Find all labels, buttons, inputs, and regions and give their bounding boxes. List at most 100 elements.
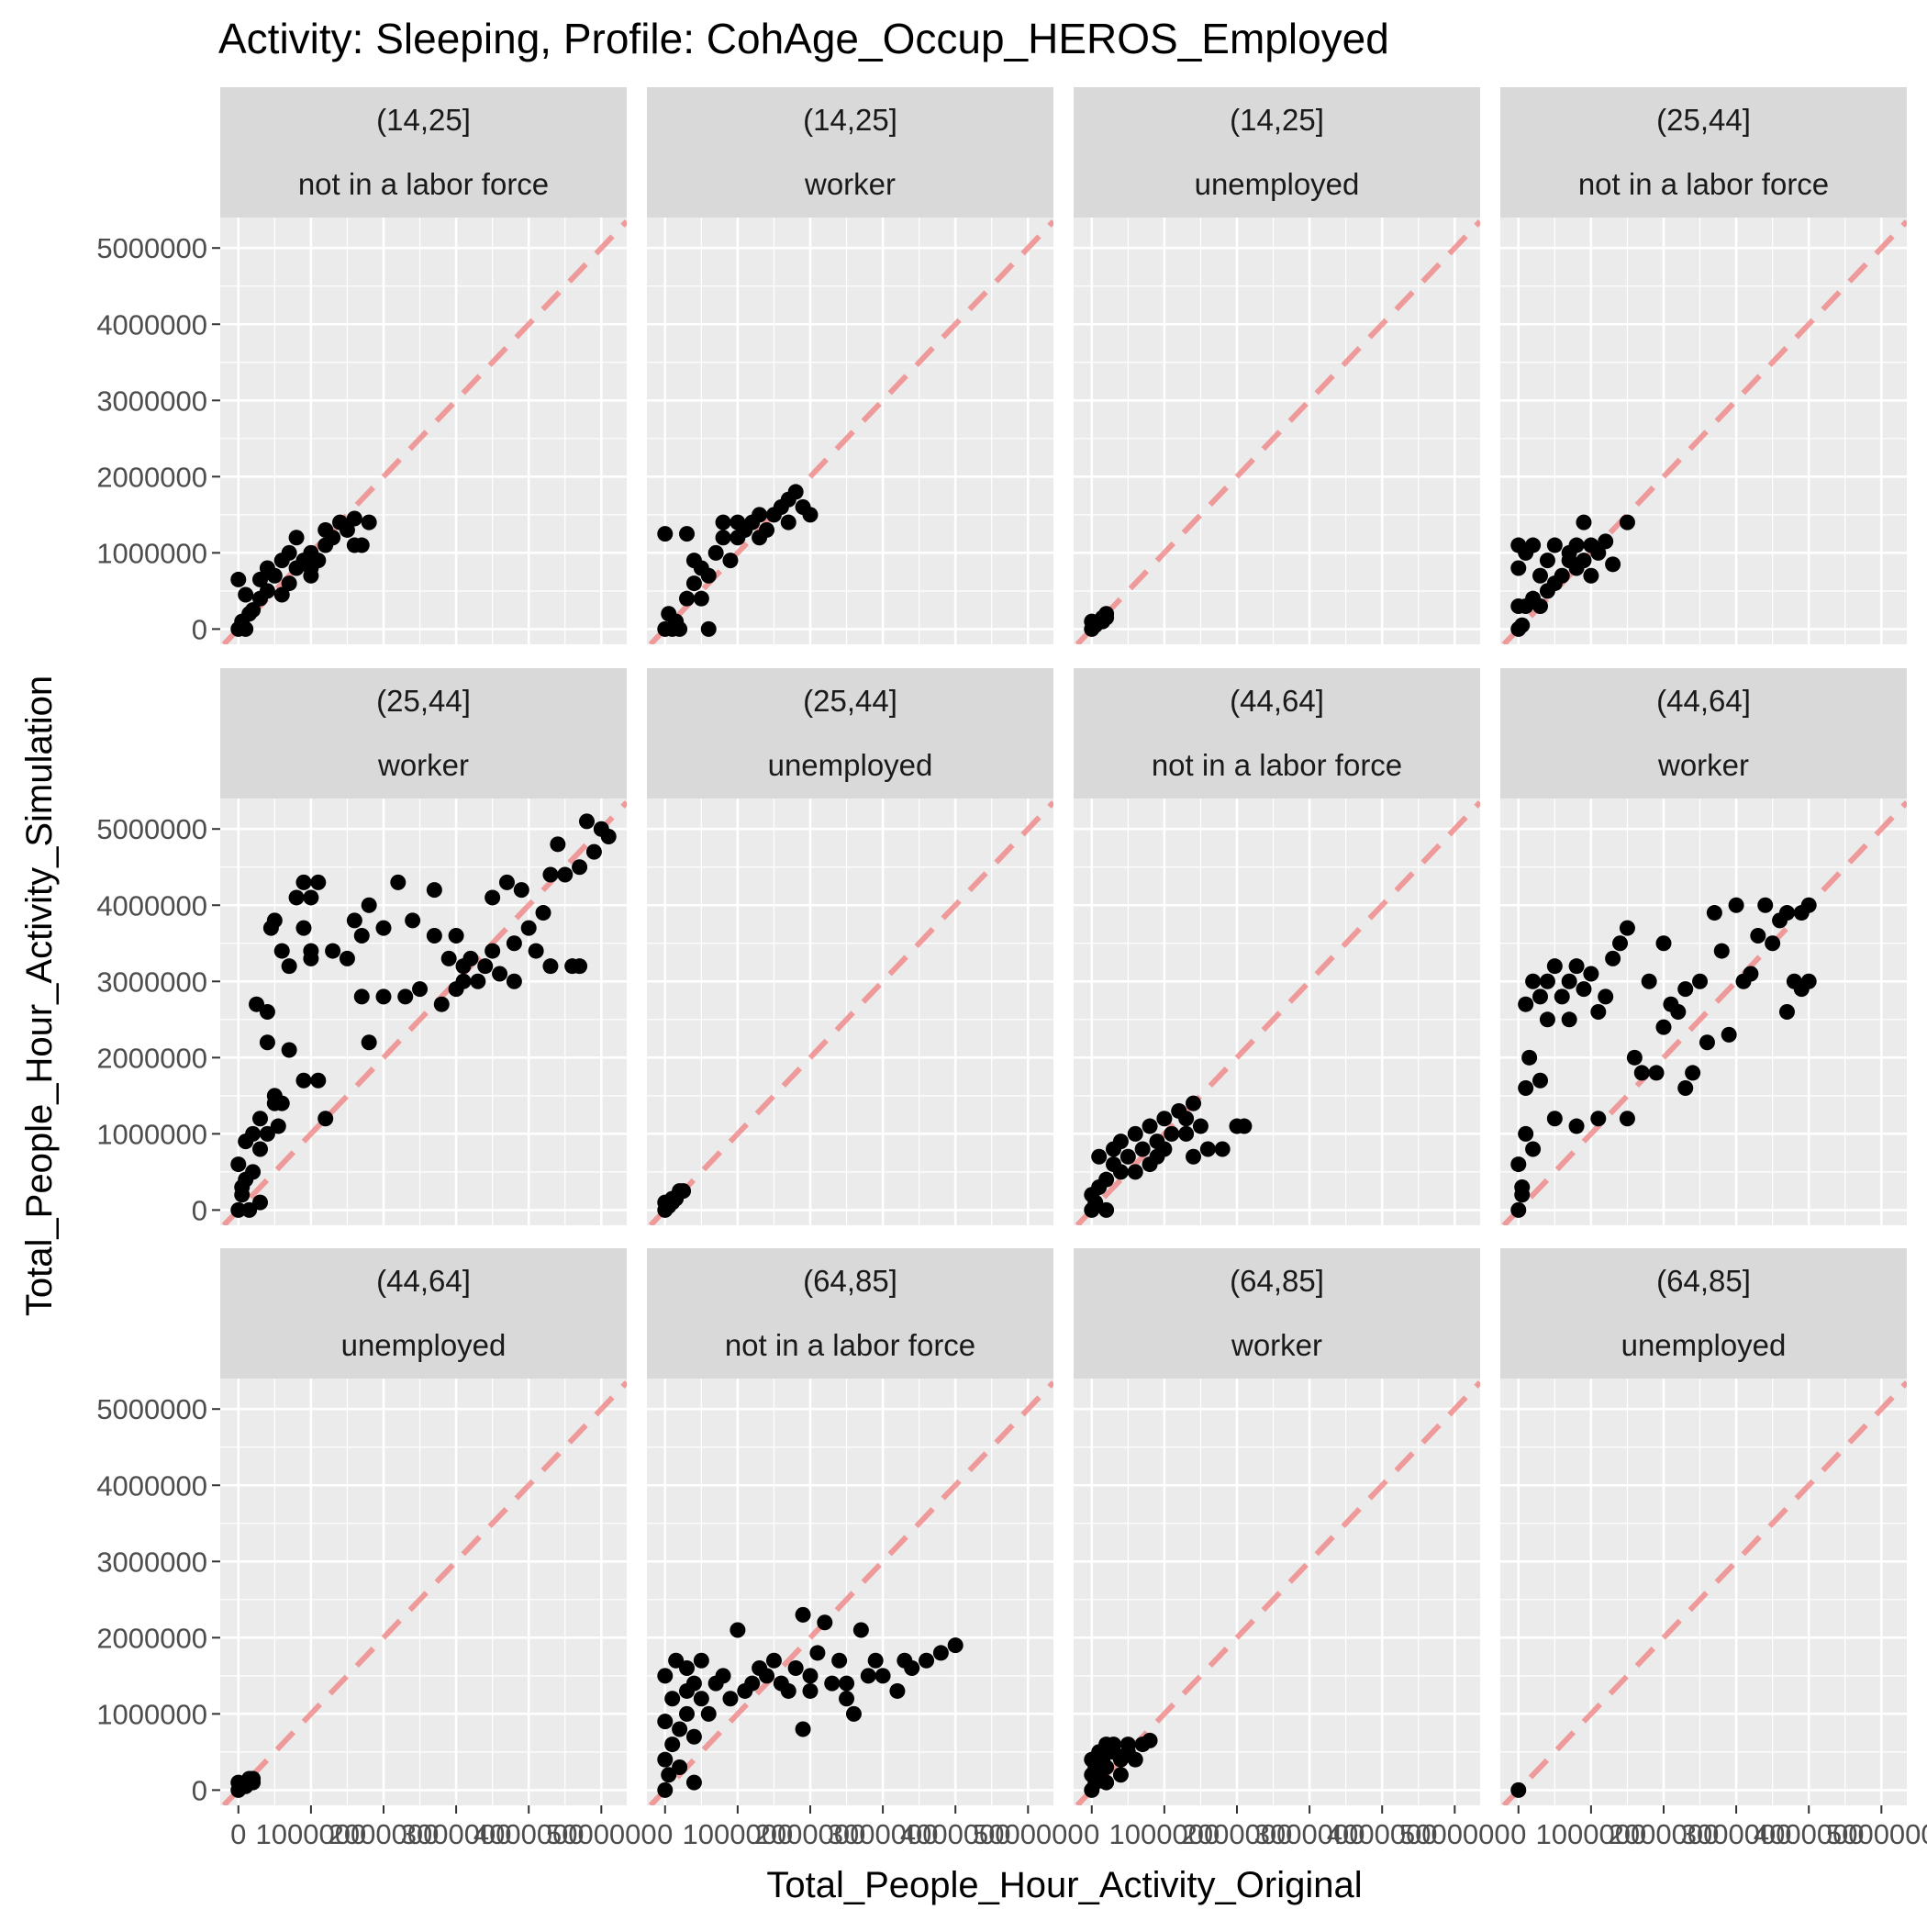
- data-point: [273, 586, 290, 603]
- x-tick-label: 1000000: [1536, 1818, 1647, 1850]
- data-point: [1598, 533, 1614, 550]
- data-point: [672, 1721, 688, 1737]
- data-point: [1178, 1125, 1195, 1142]
- data-point: [1521, 1049, 1538, 1066]
- data-point: [353, 988, 370, 1005]
- data-point: [572, 958, 588, 975]
- data-point: [346, 912, 362, 929]
- y-tick-label: 2000000: [96, 1042, 207, 1074]
- y-tick-label: 0: [192, 1774, 207, 1806]
- data-point: [852, 1622, 869, 1638]
- data-point: [485, 943, 501, 959]
- data-point: [1590, 1004, 1607, 1020]
- data-point: [664, 1691, 681, 1707]
- data-point: [1554, 988, 1570, 1005]
- data-point: [1091, 1148, 1108, 1165]
- y-tick-label: 0: [192, 613, 207, 645]
- x-axis-title: Total_People_Hour_Activity_Original: [766, 1865, 1362, 1905]
- data-point: [707, 544, 724, 561]
- data-point: [1619, 1111, 1635, 1127]
- data-point: [572, 859, 588, 876]
- facet-strip-occupation-label: not in a labor force: [1578, 167, 1829, 201]
- data-point: [252, 1111, 269, 1127]
- facet-strip-occupation-label: worker: [1231, 1328, 1322, 1362]
- data-point: [405, 912, 421, 929]
- data-point: [1583, 966, 1599, 982]
- data-point: [1525, 537, 1542, 553]
- facet-strip-age-label: (64,85]: [1230, 1264, 1324, 1298]
- data-point: [498, 874, 515, 890]
- data-point: [1518, 996, 1534, 1012]
- data-point: [661, 1767, 677, 1783]
- x-tick-label: 0: [1084, 1818, 1099, 1850]
- data-point: [1532, 988, 1549, 1005]
- data-point: [520, 920, 537, 936]
- data-point: [657, 1751, 674, 1768]
- data-point: [1568, 958, 1585, 975]
- data-point: [1539, 1011, 1555, 1028]
- data-point: [230, 571, 247, 587]
- data-point: [685, 1728, 702, 1745]
- y-tick-label: 5000000: [96, 232, 207, 264]
- data-point: [752, 507, 768, 523]
- data-point: [273, 943, 290, 959]
- data-point: [1677, 1080, 1694, 1097]
- data-point: [1633, 1065, 1650, 1081]
- facet-strip-age-label: (44,64]: [1656, 684, 1751, 718]
- data-point: [361, 514, 377, 530]
- data-point: [1765, 935, 1781, 952]
- data-point: [1192, 1118, 1209, 1134]
- facet-strip: [1074, 1248, 1480, 1379]
- data-point: [1670, 1004, 1687, 1020]
- data-point: [802, 1668, 819, 1684]
- y-tick-label: 3000000: [96, 385, 207, 417]
- facet-strip: [647, 1248, 1053, 1379]
- reference-line: [648, 219, 1053, 644]
- data-point: [578, 813, 595, 830]
- data-point: [361, 1034, 377, 1051]
- data-point: [440, 950, 457, 966]
- data-point: [288, 530, 305, 546]
- data-point: [1518, 1125, 1534, 1142]
- data-point: [303, 950, 319, 966]
- facet-panel: (25,44] worker 0 1000000 2000000 3000000 40000…: [96, 668, 627, 1226]
- data-point: [1532, 1072, 1549, 1089]
- y-tick-label: 2000000: [96, 1622, 207, 1654]
- facet-strip: [1500, 1248, 1907, 1379]
- data-point: [455, 973, 472, 989]
- data-point: [1214, 1141, 1231, 1157]
- data-point: [1127, 1164, 1143, 1180]
- data-point: [679, 590, 696, 607]
- data-point: [1098, 1201, 1115, 1218]
- data-point: [426, 927, 442, 944]
- data-point: [657, 526, 674, 542]
- data-point: [259, 1125, 275, 1142]
- data-point: [426, 882, 442, 899]
- data-point: [252, 1141, 269, 1157]
- reference-line: [221, 1380, 627, 1805]
- data-point: [1510, 1201, 1527, 1218]
- reference-line: [648, 1380, 1053, 1805]
- facet-strip-occupation-label: unemployed: [341, 1328, 507, 1362]
- facet-strip-age-label: (25,44]: [803, 684, 897, 718]
- data-point: [353, 927, 370, 944]
- data-point: [310, 1072, 327, 1089]
- data-point: [477, 958, 494, 975]
- facet-strip-occupation-label: not in a labor force: [725, 1328, 975, 1362]
- data-point: [1532, 567, 1549, 584]
- data-point: [1757, 897, 1774, 913]
- data-point: [679, 1705, 696, 1722]
- facet-panel: (44,64] worker: [1500, 668, 1907, 1225]
- data-point: [664, 1737, 681, 1753]
- data-point: [339, 521, 355, 538]
- data-point: [270, 1118, 286, 1134]
- data-point: [390, 874, 407, 890]
- x-tick-label: 1000000: [256, 1818, 367, 1850]
- data-point: [412, 981, 429, 998]
- data-point: [932, 1645, 949, 1661]
- data-point: [1112, 1767, 1129, 1783]
- facet-panel: (25,44] unemployed: [647, 668, 1053, 1225]
- y-axis-title: Total_People_Hour_Activity_Simulation: [19, 676, 60, 1316]
- data-point: [281, 544, 297, 561]
- facet-strip: [1074, 87, 1480, 218]
